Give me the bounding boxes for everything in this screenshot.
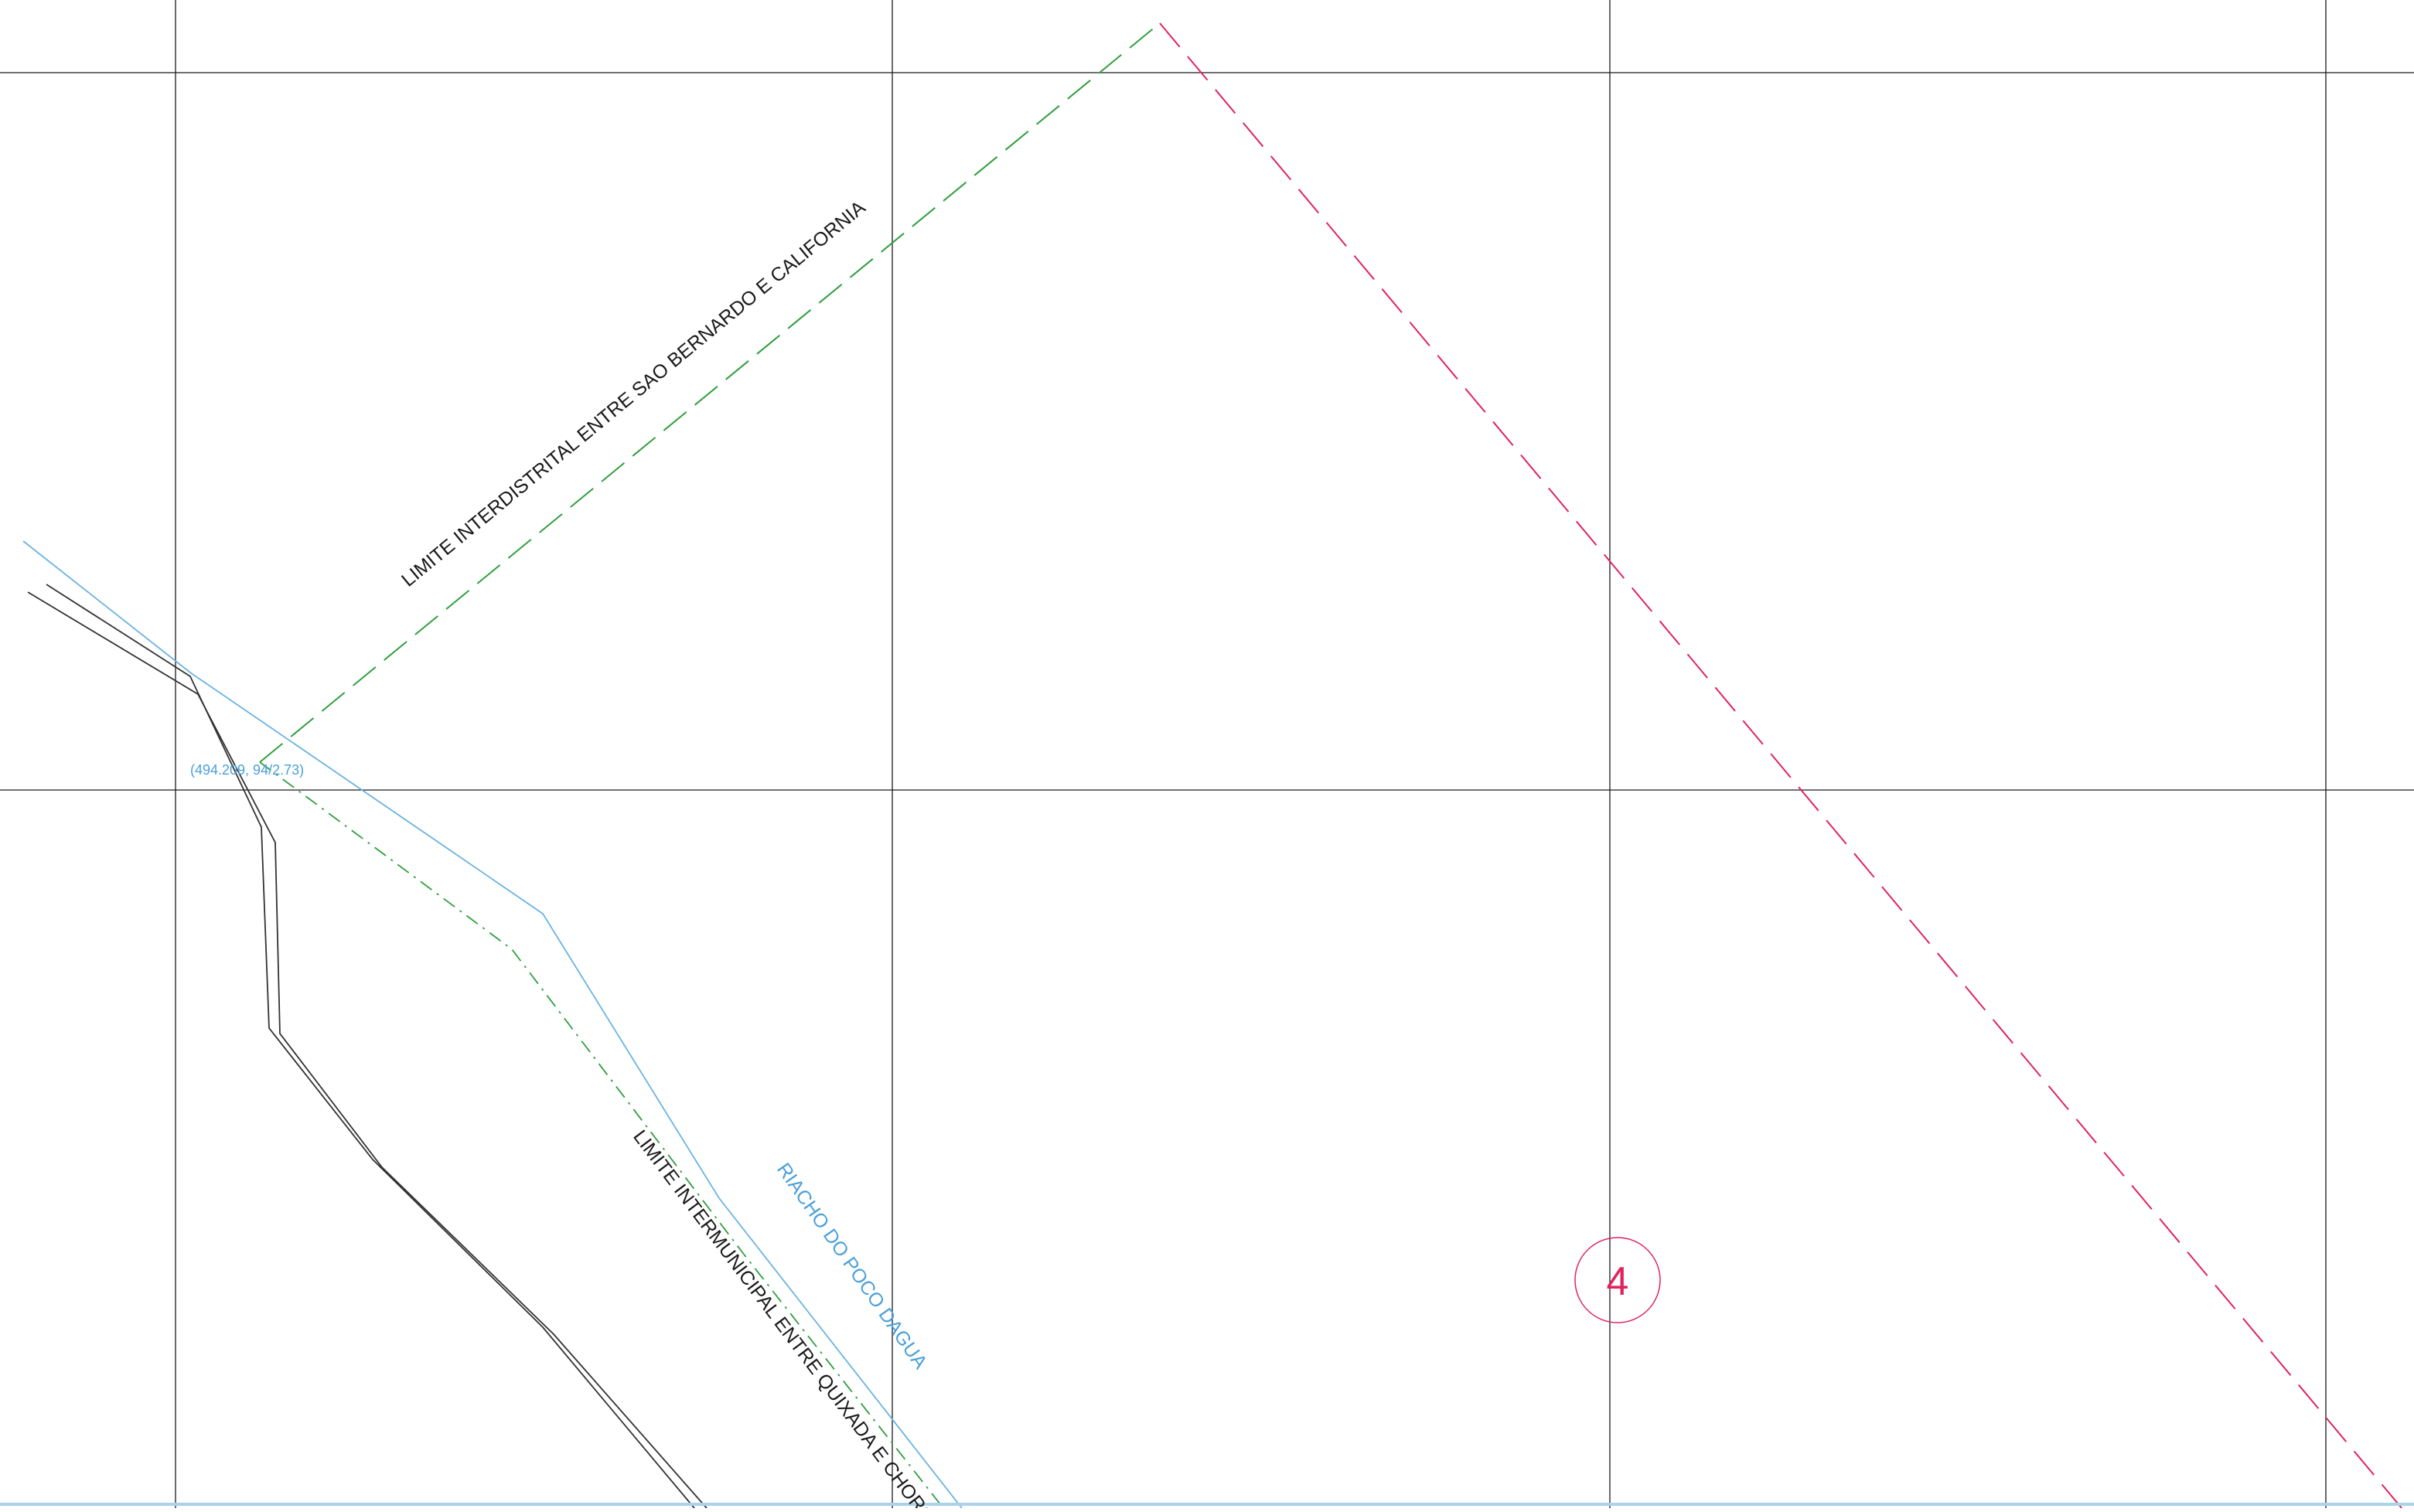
coordinate-label: (494.209, 94/2.73) [190, 762, 304, 778]
boundary-line [1159, 22, 2406, 1512]
road [27, 584, 707, 1509]
sheet-marker-label: 4 [1607, 1259, 1629, 1304]
sheet-marker-circle [1574, 1237, 1661, 1323]
river-line [22, 540, 963, 1509]
sheet-marker[interactable]: 4 [1574, 1237, 1661, 1323]
road-edge [27, 591, 707, 1509]
bottom-band [0, 1503, 2414, 1506]
interdistrital-label: LIMITE INTERDISTRITAL ENTRE SAO BERNARDO… [397, 196, 870, 591]
interdistrital-limit-line [259, 22, 1161, 763]
road-edge [46, 584, 695, 1509]
